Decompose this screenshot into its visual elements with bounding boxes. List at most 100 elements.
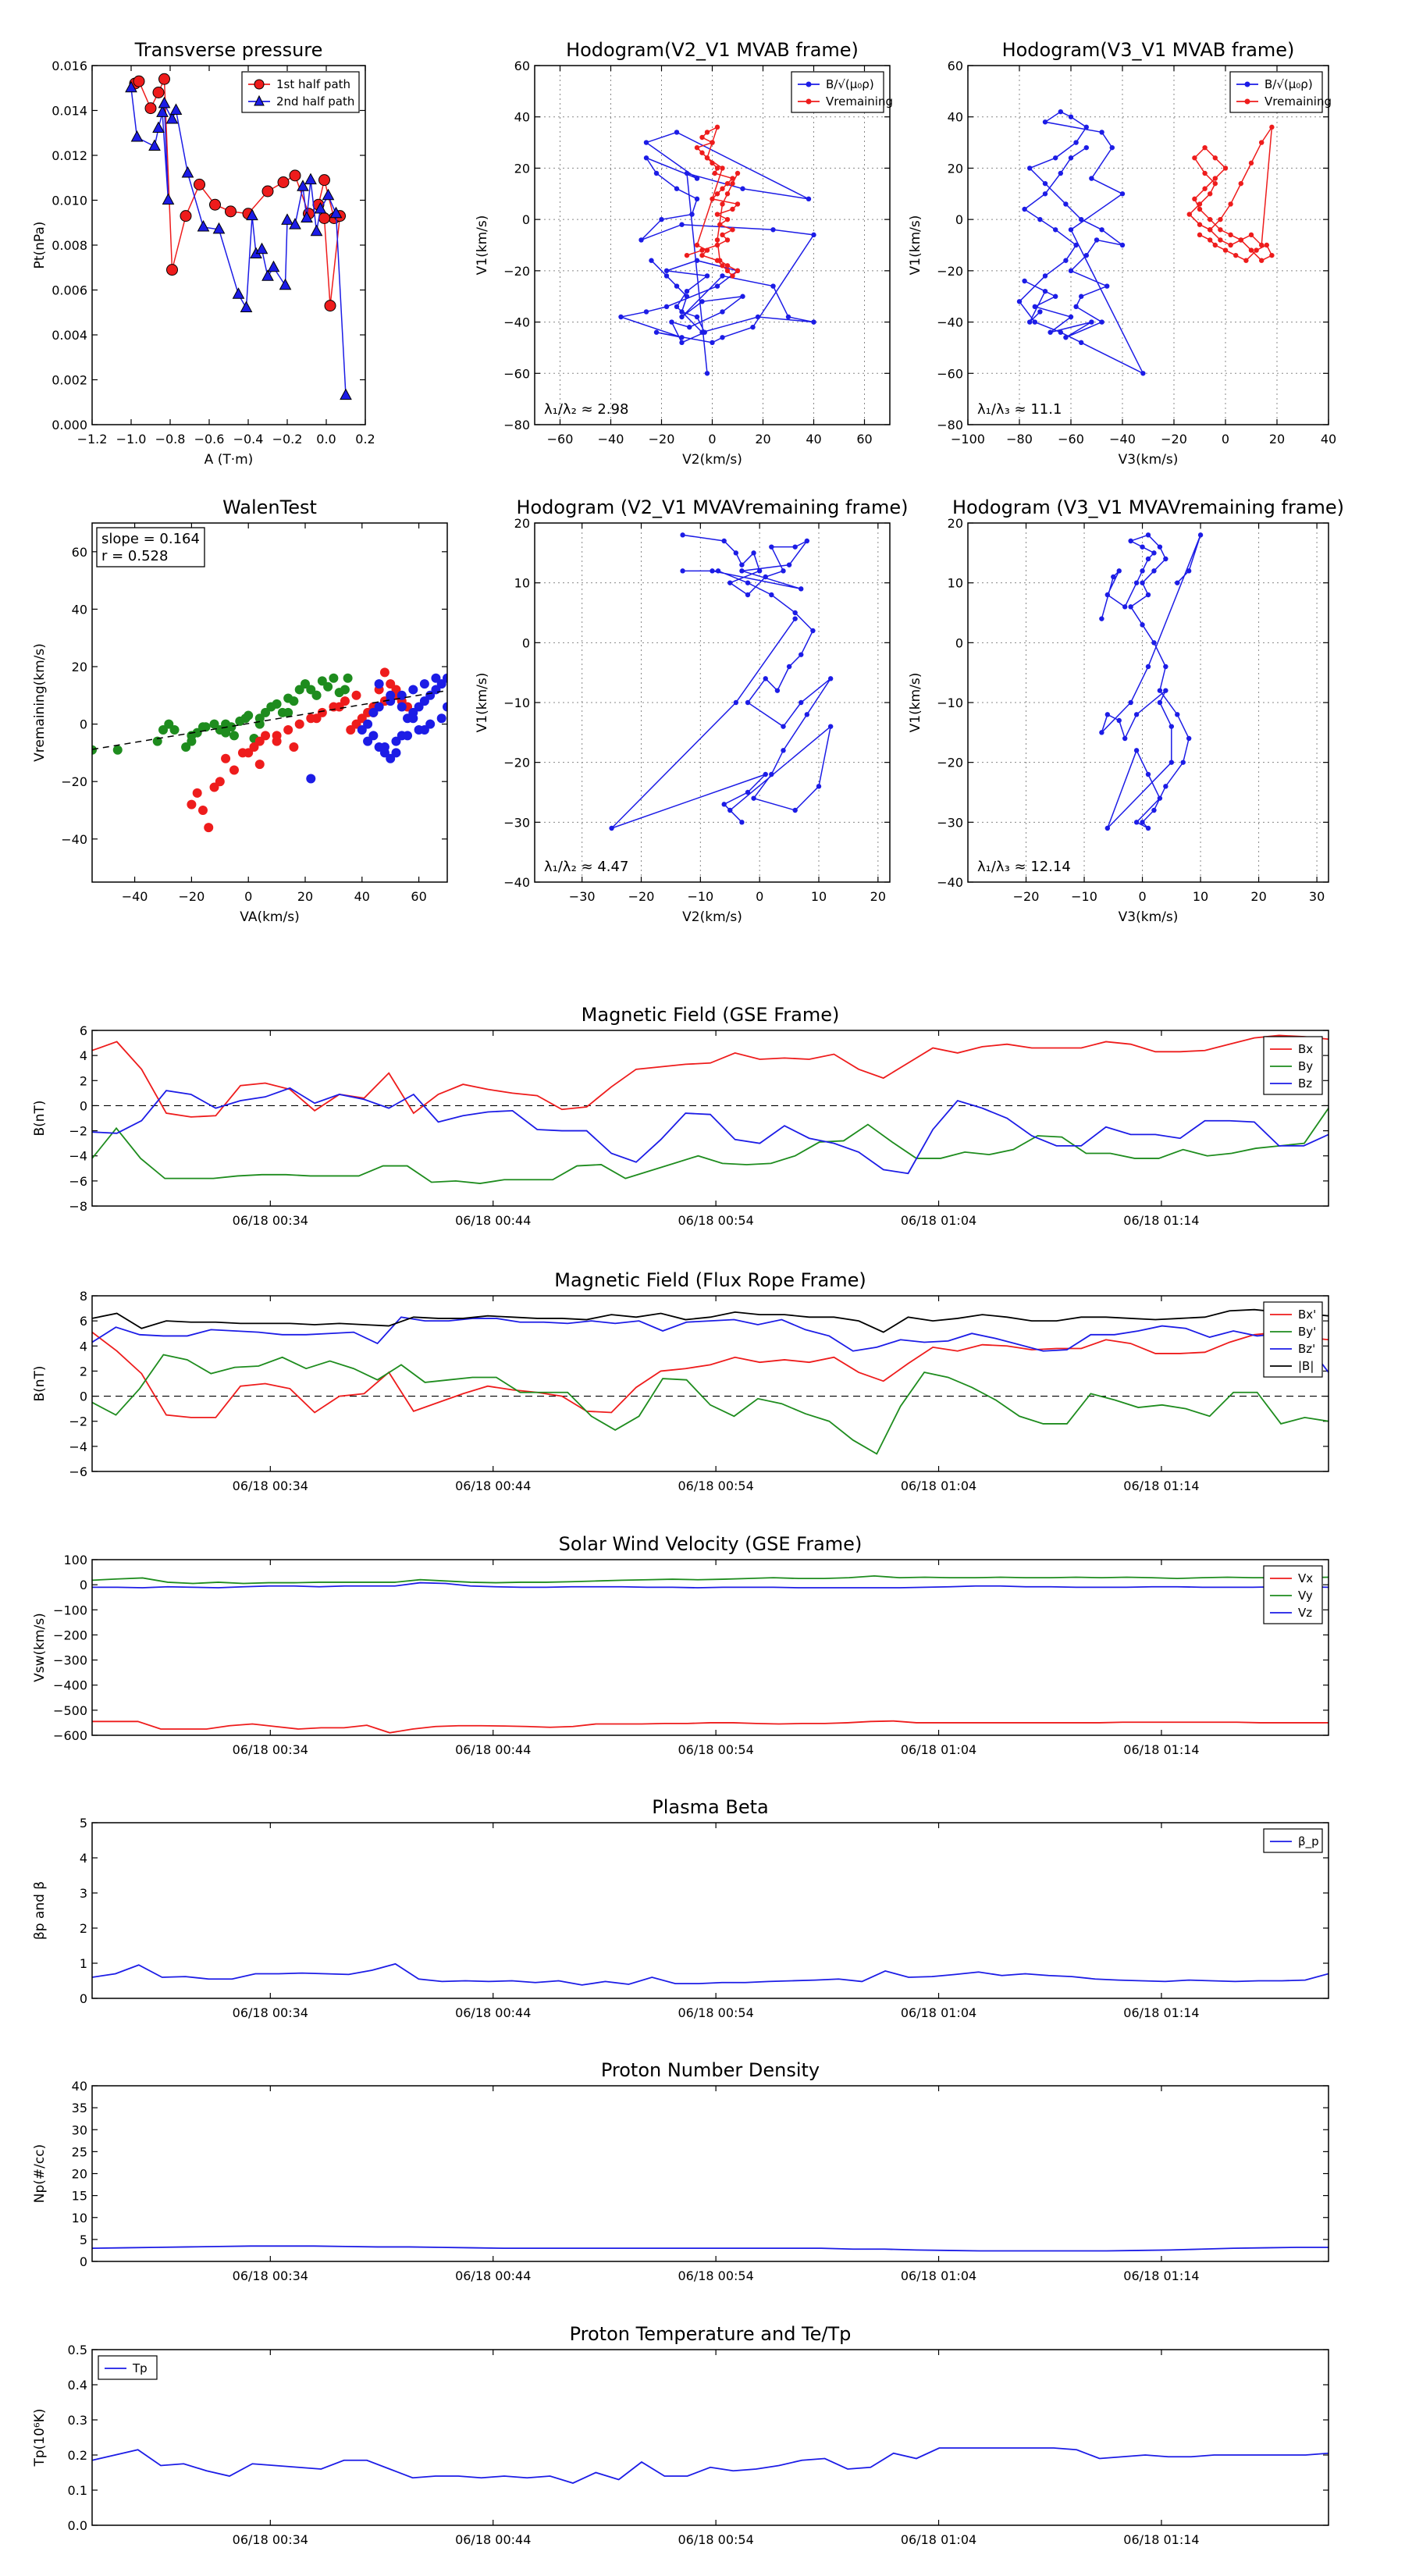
y-axis-label: V1(km/s)	[475, 673, 490, 733]
data-point	[1068, 114, 1074, 119]
data-point	[408, 713, 418, 724]
data-point	[289, 218, 301, 229]
panel-title: Transverse pressure	[134, 39, 323, 61]
legend-label: By	[1298, 1059, 1313, 1073]
data-point	[351, 690, 361, 700]
data-point	[1192, 155, 1197, 161]
data-point	[306, 774, 316, 784]
data-point	[694, 314, 700, 320]
data-point	[1079, 216, 1084, 222]
data-point	[425, 719, 436, 729]
y-tick-label: 0.4	[68, 2378, 87, 2393]
data-point	[704, 273, 710, 279]
data-point	[391, 736, 401, 746]
y-tick-label: 0.012	[52, 148, 87, 163]
data-point	[770, 227, 776, 233]
data-point	[786, 562, 792, 568]
data-point	[649, 258, 654, 263]
data-point	[740, 294, 745, 299]
y-tick-label: 0	[522, 635, 530, 650]
axes-frame	[91, 1822, 1329, 1999]
x-tick-label: 60	[856, 432, 872, 447]
data-point	[659, 216, 664, 222]
y-tick-label: −10	[503, 696, 530, 710]
data-point	[1048, 329, 1053, 335]
stats-box-frame	[96, 527, 205, 568]
x-tick-label: 06/18 01:14	[1123, 2268, 1199, 2283]
data-point	[618, 314, 624, 320]
data-point	[663, 268, 670, 274]
x-axis-label: V3(km/s)	[1119, 909, 1179, 925]
axes-frame	[967, 65, 1329, 425]
axis-ticks: −8 −6 −4 −2 0 2 4 6 06/18 00:34 06/18 00:44 06/18 …	[69, 1023, 1329, 1228]
data-point	[733, 699, 739, 706]
data-point	[267, 260, 280, 272]
legend: B/√(μ₀ρ) Vremaining	[1229, 71, 1332, 113]
data-point	[1208, 237, 1213, 243]
y-tick-label: 0.008	[52, 238, 87, 253]
data-marks	[92, 1034, 1329, 1184]
data-point	[1037, 216, 1043, 222]
data-point	[169, 103, 183, 115]
data-point	[810, 628, 816, 634]
y-tick-label: 60	[948, 59, 963, 73]
series-0-line	[611, 534, 832, 829]
data-point	[714, 237, 720, 243]
panel-walen: −40 −20 0 20 40 60 −40 −20 0 20 40 60 WalenTest VA(km…	[32, 496, 448, 925]
data-point	[735, 268, 741, 274]
data-point	[763, 676, 768, 681]
legend: Vx Vy Vz	[1263, 1565, 1323, 1624]
data-point	[763, 771, 768, 777]
x-axis-label: V2(km/s)	[682, 909, 742, 925]
data-point	[720, 309, 725, 315]
y-tick-label: 20	[948, 161, 963, 176]
data-point	[730, 273, 735, 279]
data-point	[1099, 730, 1104, 735]
data-point	[792, 616, 798, 621]
legend-marker	[1244, 81, 1250, 87]
data-point	[1197, 222, 1203, 227]
data-point	[1175, 580, 1180, 585]
series-bx-line	[92, 1034, 1329, 1118]
data-point	[158, 73, 170, 85]
data-marks	[92, 1574, 1329, 1734]
data-point	[1202, 186, 1208, 191]
legend: Bx' By' Bz' |B|	[1263, 1301, 1323, 1378]
data-point	[130, 130, 144, 142]
data-point	[294, 685, 304, 695]
data-point	[261, 185, 274, 197]
series--b--line	[92, 1308, 1329, 1333]
y-tick-label: 8	[80, 1289, 87, 1304]
y-tick-label: −20	[937, 756, 963, 770]
axes-frame	[91, 522, 448, 883]
x-tick-label: 06/18 00:34	[233, 1478, 308, 1493]
data-point	[229, 731, 239, 741]
panel-mag_gse: −8 −6 −4 −2 0 2 4 6 06/18 00:34 06/18 00:44 06/18 …	[32, 1004, 1329, 1228]
data-point	[1157, 699, 1163, 706]
y-tick-label: 0.0	[68, 2518, 87, 2533]
data-point	[221, 753, 231, 763]
data-point	[1264, 242, 1270, 248]
legend-label: Vremaining	[1264, 94, 1332, 109]
data-point	[704, 130, 710, 135]
data-point	[720, 263, 725, 269]
data-point	[1197, 206, 1203, 212]
data-point	[755, 314, 761, 320]
data-point	[1140, 544, 1145, 550]
data-point	[1228, 242, 1233, 248]
data-point	[254, 760, 265, 770]
data-point	[699, 252, 705, 258]
data-point	[215, 777, 225, 787]
data-marks	[618, 124, 816, 376]
data-point	[1140, 568, 1145, 574]
y-tick-label: 20	[514, 516, 530, 531]
legend: Tp	[98, 2355, 158, 2380]
data-point	[379, 742, 389, 753]
data-point	[301, 679, 310, 689]
data-point	[1145, 771, 1151, 777]
data-point	[436, 679, 446, 689]
panel-title: Hodogram(V2_V1 MVAB frame)	[566, 39, 859, 61]
x-tick-label: 20	[1269, 432, 1285, 447]
data-point	[694, 242, 700, 248]
data-point	[1254, 247, 1259, 253]
